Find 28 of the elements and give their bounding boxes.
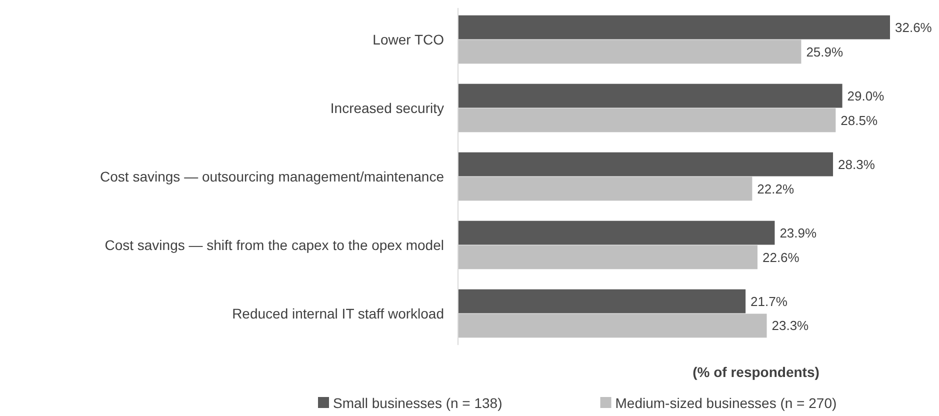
bar: [458, 40, 802, 64]
data-label: 32.6%: [895, 20, 932, 35]
data-label: 23.9%: [780, 225, 818, 240]
x-axis-title: (% of respondents): [692, 364, 820, 380]
legend-label: Small businesses (n = 138): [333, 395, 502, 411]
bar: [458, 176, 752, 201]
bar: [458, 84, 842, 108]
bar: [458, 220, 775, 245]
bar: [458, 152, 834, 176]
bar: [458, 289, 746, 314]
data-label: 22.2%: [757, 181, 794, 196]
y-tick-label: Reduced internal IT staff workload: [232, 305, 444, 322]
data-label: 28.5%: [840, 112, 878, 128]
data-label: 23.3%: [772, 318, 810, 334]
y-tick-label: Cost savings — outsourcing management/maintenance: [100, 168, 444, 184]
legend-label: Medium-sized businesses (n = 270): [615, 395, 837, 411]
bar: [458, 108, 836, 132]
y-tick-label: Increased security: [330, 100, 444, 116]
data-label: 25.9%: [806, 44, 844, 60]
bar: [458, 245, 758, 270]
bar: [458, 15, 890, 40]
data-label: 21.7%: [750, 294, 788, 309]
data-label: 22.6%: [762, 250, 800, 265]
data-label: 28.3%: [838, 156, 876, 172]
data-label: 29.0%: [847, 88, 885, 104]
bar: [458, 314, 767, 338]
y-tick-label: Cost savings — shift from the capex to the opex model: [104, 236, 444, 253]
y-tick-label: Lower TCO: [372, 31, 444, 48]
